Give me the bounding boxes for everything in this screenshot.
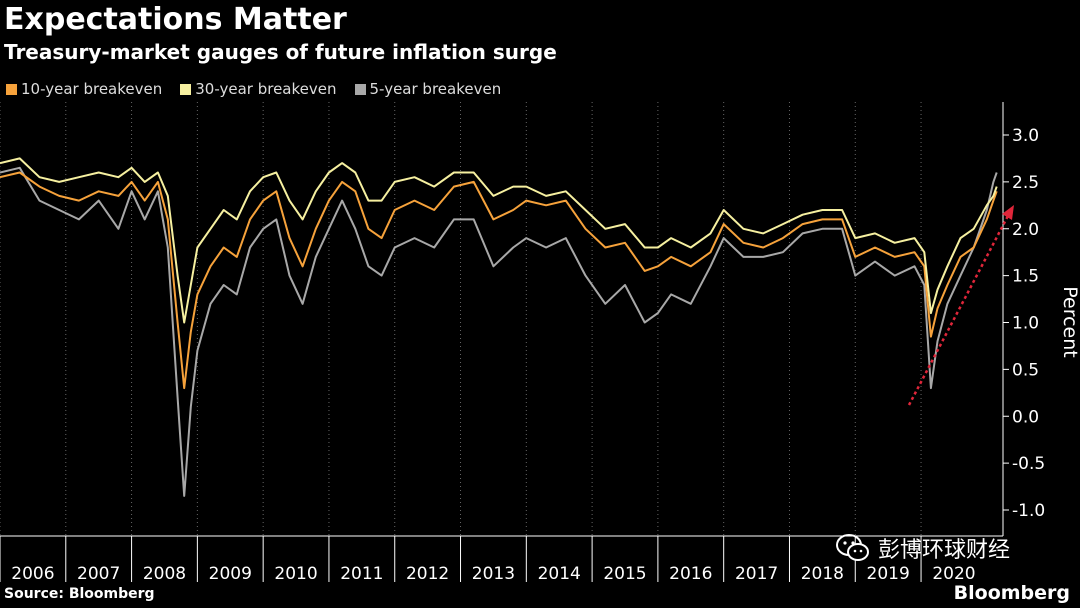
y-tick-label-1.0: 1.0: [1012, 314, 1039, 334]
chart-title: Expectations Matter: [4, 2, 347, 37]
x-tick-label-2007: 2007: [77, 564, 120, 584]
legend-label-10-year: 10-year breakeven: [21, 80, 163, 98]
x-tick-label-2010: 2010: [274, 564, 317, 584]
series-line-10-year-breakeven: [0, 171, 998, 390]
bloomberg-logo: Bloomberg: [953, 582, 1070, 604]
x-tick-label-2020: 2020: [932, 564, 975, 584]
legend-swatch-30-year: [180, 83, 192, 95]
y-tick-label-0.0: 0.0: [1012, 407, 1039, 427]
x-tick-label-2011: 2011: [340, 564, 383, 584]
y-tick-label-1.5: 1.5: [1012, 267, 1039, 287]
legend-label-5-year: 5-year breakeven: [369, 80, 502, 98]
x-tick-label-2015: 2015: [603, 564, 646, 584]
legend-item-30-year: 30-year breakeven: [180, 80, 337, 98]
series-line-30-year-breakeven: [0, 157, 998, 324]
x-axis: 2006 2007 2008 2009 2010 2011 2012 2013 2014 2015…: [0, 535, 1003, 584]
y-tick-label--1.0: -1.0: [1012, 501, 1045, 521]
x-tick-label-2019: 2019: [867, 564, 910, 584]
watermark-text: 彭博环球财经: [878, 538, 1011, 563]
chart-legend: 10-year breakeven 30-year breakeven 5-ye…: [6, 80, 501, 98]
y-tick-label-2.0: 2.0: [1012, 220, 1039, 240]
chart-subtitle: Treasury-market gauges of future inflati…: [4, 40, 557, 64]
wechat-icon: [836, 534, 869, 561]
y-tick-label-2.5: 2.5: [1012, 173, 1039, 193]
legend-label-30-year: 30-year breakeven: [195, 80, 337, 98]
y-tick-label-0.5: 0.5: [1012, 360, 1039, 380]
trend-arrowhead: [1002, 205, 1014, 220]
x-tick-label-2014: 2014: [538, 564, 581, 584]
x-tick-label-2006: 2006: [11, 564, 54, 584]
x-tick-label-2016: 2016: [669, 564, 712, 584]
y-tick-label--0.5: -0.5: [1012, 454, 1045, 474]
x-tick-label-2018: 2018: [801, 564, 844, 584]
x-tick-label-2012: 2012: [406, 564, 449, 584]
series-lines: [0, 157, 998, 497]
grid-lines: [0, 102, 922, 535]
y-axis: 3.0 2.5 2.0 1.5 1.0 0.5 0.0 -0.5 -1.0: [1002, 102, 1045, 536]
trend-arrow: [907, 211, 1012, 406]
x-tick-label-2017: 2017: [735, 564, 778, 584]
y-tick-label-3.0: 3.0: [1012, 126, 1039, 146]
legend-item-5-year: 5-year breakeven: [354, 80, 502, 98]
legend-swatch-5-year: [354, 83, 366, 95]
source-note: Source: Bloomberg: [4, 586, 155, 602]
x-tick-label-2008: 2008: [143, 564, 186, 584]
x-tick-label-2013: 2013: [472, 564, 515, 584]
watermark: 彭博环球财经: [836, 532, 1010, 564]
x-tick-label-2009: 2009: [209, 564, 252, 584]
y-axis-label: Percent: [1059, 286, 1080, 358]
series-line-5-year-breakeven: [0, 166, 998, 497]
legend-item-10-year: 10-year breakeven: [6, 80, 162, 98]
legend-swatch-10-year: [6, 83, 17, 95]
